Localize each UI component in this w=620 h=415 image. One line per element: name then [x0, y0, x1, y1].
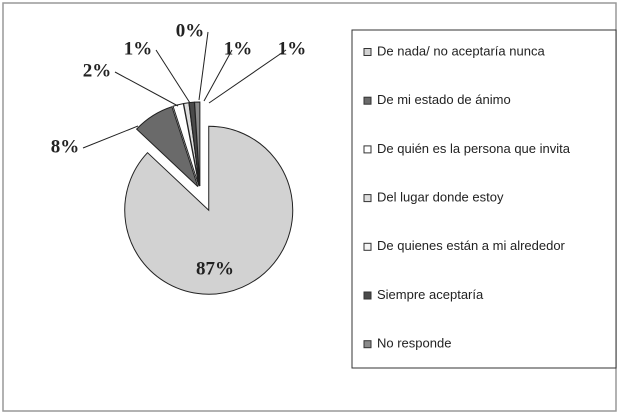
leader-line: [203, 49, 233, 102]
legend-label: No responde: [377, 336, 451, 351]
legend-label: De quién es la persona que invita: [377, 141, 571, 156]
leader-line: [208, 49, 287, 104]
legend-label: Del lugar donde estoy: [377, 190, 504, 205]
data-label: 1%: [278, 38, 307, 59]
legend-swatch: [363, 291, 372, 300]
legend-label: De nada/ no aceptaría nunca: [377, 43, 545, 58]
legend-swatch: [363, 242, 372, 251]
legend-swatch: [363, 340, 372, 349]
legend-swatch: [363, 194, 372, 203]
data-label: 8%: [51, 136, 80, 157]
leader-line: [198, 31, 209, 101]
data-label: 1%: [224, 38, 253, 59]
data-label: 0%: [176, 20, 205, 41]
legend-box: [351, 29, 617, 369]
legend-label: Siempre aceptaría: [377, 287, 484, 302]
data-label: 1%: [124, 38, 153, 59]
legend-swatch: [363, 145, 372, 154]
leader-line: [155, 49, 191, 104]
data-label: 87%: [196, 258, 234, 279]
leader-line: [82, 125, 139, 149]
legend-swatch: [363, 48, 372, 56]
legend-swatch: [363, 96, 372, 105]
pie-slice: [194, 101, 201, 187]
pie-slice: [124, 125, 294, 295]
leader-line: [114, 71, 179, 107]
data-label: 2%: [83, 60, 112, 81]
pie-slice: [135, 106, 199, 187]
legend-label: De mi estado de ánimo: [377, 92, 511, 107]
legend-label: De quienes están a mi alrededor: [377, 238, 566, 253]
